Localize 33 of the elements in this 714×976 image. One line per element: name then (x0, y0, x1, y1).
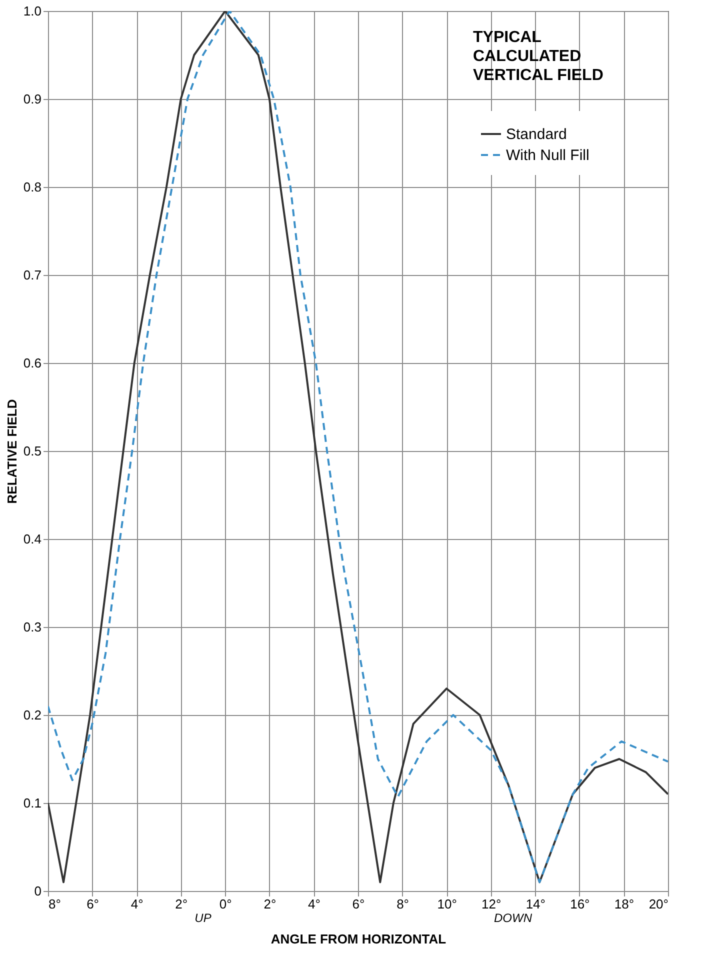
x-tick-label: 0° (219, 896, 232, 912)
x-tick-label: 18° (614, 896, 634, 912)
y-tick-label: 0.6 (23, 356, 42, 370)
x-tick-label: 16° (570, 896, 590, 912)
legend-label: Standard (506, 126, 567, 143)
x-tick-label: 12° (482, 896, 502, 912)
text: DOWN (494, 911, 532, 925)
y-tick-label: 0.1 (23, 796, 42, 810)
x-tick-label: 8° (396, 896, 410, 912)
x-tick-label: 4° (308, 896, 320, 912)
x-tick-label: 8° (48, 896, 61, 912)
legend-label: With Null Fill (506, 147, 590, 164)
x-tick-label: 6° (352, 896, 365, 912)
y-tick-label: 0.3 (23, 620, 42, 634)
x-tick-label: 2° (264, 896, 276, 912)
y-tick-label: 0.9 (23, 92, 42, 106)
y-tick-label: 0 (34, 884, 42, 898)
y-axis-title: RELATIVE FIELD (4, 399, 20, 504)
x-tick-label: 4° (130, 896, 144, 912)
y-tick-label: 0.4 (23, 532, 42, 546)
text: TYPICAL CALCULATED VERTICAL FIELD (473, 29, 604, 84)
x-tick-label: 14° (526, 896, 546, 912)
y-tick-label: 0.5 (23, 444, 42, 458)
y-tick-label: 0.2 (23, 708, 42, 722)
x-tick-label: 2° (175, 896, 188, 912)
x-tick-label: 20° (648, 896, 668, 912)
x-tick-label: 10° (437, 896, 457, 912)
y-tick-label: 1.0 (23, 4, 42, 18)
x-axis-title: ANGLE FROM HORIZONTAL (270, 932, 446, 946)
text: UP (194, 911, 212, 925)
x-tick-label: 6° (86, 896, 100, 912)
y-tick-label: 0.7 (23, 268, 42, 282)
y-tick-label: 0.8 (23, 180, 42, 194)
